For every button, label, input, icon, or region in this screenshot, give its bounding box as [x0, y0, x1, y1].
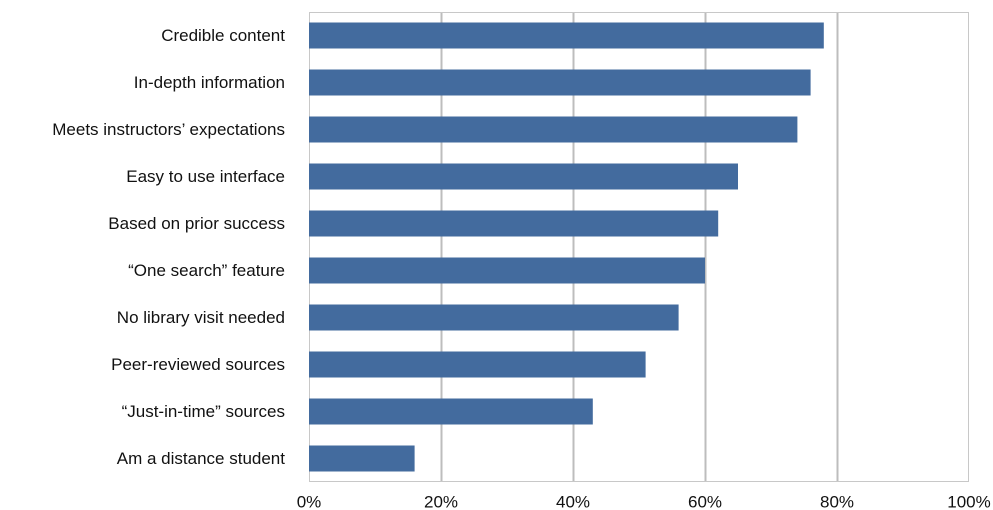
bar-3 [309, 116, 798, 143]
category-label: Am a distance student [117, 449, 285, 468]
bar-5 [309, 210, 719, 237]
x-tick-label: 0% [297, 493, 322, 510]
category-label: “Just-in-time” sources [122, 402, 285, 421]
bar-10 [309, 445, 415, 472]
plot-frame [309, 12, 969, 482]
x-tick-label: 100% [947, 493, 990, 510]
category-label: No library visit needed [117, 308, 285, 327]
category-label: Based on prior success [108, 214, 285, 233]
category-label: Easy to use interface [126, 167, 285, 186]
x-tick-label: 60% [688, 493, 722, 510]
bar-7 [309, 304, 679, 331]
bar-2 [309, 69, 811, 96]
bar-9 [309, 398, 593, 425]
bar-8 [309, 351, 646, 378]
x-tick-label: 40% [556, 493, 590, 510]
bar-6 [309, 257, 705, 284]
bar-1 [309, 22, 824, 49]
category-label: In-depth information [134, 73, 285, 92]
category-label: Meets instructors’ expectations [52, 120, 285, 139]
category-label: “One search” feature [128, 261, 285, 280]
category-label: Peer-reviewed sources [111, 355, 285, 374]
bars [309, 22, 824, 472]
x-tick-label: 80% [820, 493, 854, 510]
category-labels: Credible content In-depth information Meet… [52, 26, 285, 468]
bar-4 [309, 163, 738, 190]
category-label: Credible content [161, 26, 285, 45]
x-tick-label: 20% [424, 493, 458, 510]
x-axis-tick-labels: 0% 20% 40% 60% 80% 100% [297, 493, 991, 510]
